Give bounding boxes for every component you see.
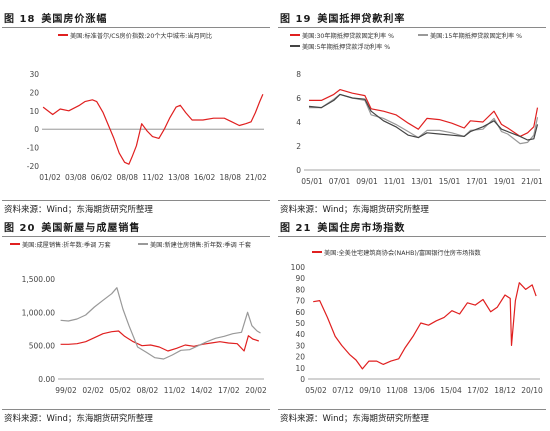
y-tick-label: 6 (296, 94, 301, 103)
x-tick-label: 11/02 (164, 386, 186, 395)
series-line-0 (42, 93, 264, 165)
source-note: 资料来源：Wind；东海期货研究所整理 (280, 414, 429, 424)
y-tick-label: 30 (295, 341, 305, 350)
y-tick-label: 4 (296, 118, 301, 127)
x-tick-label: 08/02 (137, 386, 159, 395)
x-tick-label: 20/10 (521, 386, 543, 395)
y-tick-label: -10 (27, 144, 39, 153)
x-tick-label: 13/08 (168, 173, 190, 182)
source-note: 资料来源：Wind；东海期货研究所整理 (4, 205, 153, 215)
x-tick-label: 07/12 (332, 386, 354, 395)
y-tick-label: 1,500.00 (22, 275, 56, 284)
y-tick-label: 70 (295, 297, 305, 306)
y-tick-label: 2 (296, 142, 301, 151)
x-tick-label: 19/01 (494, 177, 516, 186)
y-tick-label: 20 (295, 353, 305, 362)
title-rule (2, 27, 270, 28)
y-tick-label: 1,000.00 (22, 308, 56, 317)
source-note: 资料来源：Wind；东海期货研究所整理 (280, 205, 429, 215)
y-tick-label: 40 (295, 330, 305, 339)
y-tick-label: 500.00 (29, 342, 55, 351)
x-tick-label: 20/02 (245, 386, 267, 395)
y-tick-label: 8 (296, 70, 301, 79)
x-tick-label: 15/01 (439, 177, 461, 186)
series-line-0 (309, 88, 539, 138)
legend-label: 美国:全美住宅建筑商协会(NAHB)/富国银行住房市场指数 (324, 249, 482, 257)
source-rule (278, 409, 546, 410)
chart-panel-housing-index: 图 21 美国住房市场指数 0 10 20 30 40 50 60 70 80 90 100 05/02… (278, 219, 548, 431)
x-tick-label: 02/02 (82, 386, 104, 395)
x-tick-label: 16/02 (194, 173, 216, 182)
x-tick-label: 11/02 (142, 173, 164, 182)
x-tick-label: 11/01 (384, 177, 406, 186)
y-tick-label: 20 (29, 88, 39, 97)
x-tick-label: 05/02 (305, 386, 327, 395)
title-rule (278, 236, 546, 237)
y-tick-label: 10 (29, 107, 39, 116)
legend-label: 美国:标准普尔/CS房价指数:20个大中城市:当月同比 (70, 32, 212, 40)
x-tick-label: 14/02 (191, 386, 213, 395)
x-tick-label: 17/02 (467, 386, 489, 395)
x-tick-label: 05/01 (301, 177, 323, 186)
series-line-0 (313, 282, 537, 370)
source-note: 资料来源：Wind；东海期货研究所整理 (4, 414, 153, 424)
x-tick-label: 15/04 (440, 386, 462, 395)
x-tick-label: 07/01 (329, 177, 351, 186)
title-rule (278, 27, 546, 28)
chart-title: 图 21 美国住房市场指数 (280, 223, 406, 234)
x-tick-label: 21/01 (521, 177, 543, 186)
series-line-2 (308, 93, 539, 141)
y-tick-label: 100 (291, 263, 306, 272)
legend-label: 美国:成屋销售:折年数:季调 万套 (22, 241, 111, 249)
x-tick-label: 06/02 (91, 173, 113, 182)
x-tick-label: 13/01 (411, 177, 433, 186)
y-tick-label: 0 (34, 125, 39, 134)
chart-panel-mortgage-rate: 图 19 美国抵押贷款利率 0 2 4 6 8 05/01 07/01 09/01 11/01 13… (278, 10, 548, 222)
x-tick-label: 01/02 (39, 173, 61, 182)
x-tick-label: 21/02 (245, 173, 267, 182)
x-tick-label: 18/08 (219, 173, 241, 182)
title-rule (2, 236, 270, 237)
x-tick-label: 99/02 (55, 386, 77, 395)
legend-label: 美国:30年期抵押贷款固定利率 % (302, 32, 394, 40)
chart-title: 图 18 美国房价涨幅 (4, 14, 108, 25)
y-tick-label: 0.00 (38, 375, 55, 384)
series-line-0 (60, 330, 259, 352)
x-tick-label: 13/06 (413, 386, 435, 395)
legend-label: 美国:15年期抵押贷款固定利率 % (430, 32, 522, 40)
source-rule (2, 409, 270, 410)
y-tick-label: -20 (27, 162, 39, 171)
y-tick-label: 60 (295, 308, 305, 317)
x-tick-label: 03/08 (65, 173, 87, 182)
y-tick-label: 0 (300, 375, 305, 384)
y-tick-label: 0 (296, 166, 301, 175)
y-tick-label: 30 (29, 70, 39, 79)
x-tick-label: 09/10 (359, 386, 381, 395)
chart-panel-home-sales: 图 20 美国新屋与成屋销售 0.00 500.00 1,000.00 1,500.00… (2, 219, 272, 431)
chart-panel-house-price: 图 18 美国房价涨幅 -20 -10 0 10 20 30 01/02 03/08 06/02 0… (2, 10, 272, 222)
series-line-1 (60, 287, 261, 360)
legend-label: 美国:5年期抵押贷款浮动利率 % (302, 43, 390, 51)
source-rule (278, 200, 546, 201)
legend-label: 美国:新建住房销售:折年数:季调 千套 (150, 241, 251, 249)
housing-index-chart: 0 10 20 30 40 50 60 70 80 90 100 05/02 07/12 09/10 11/… (291, 249, 543, 395)
x-tick-label: 17/01 (466, 177, 488, 186)
source-rule (2, 200, 270, 201)
y-tick-label: 90 (295, 274, 305, 283)
x-tick-label: 17/02 (218, 386, 240, 395)
x-tick-label: 18/12 (494, 386, 516, 395)
y-tick-label: 80 (295, 285, 305, 294)
y-tick-label: 10 (295, 364, 305, 373)
x-tick-label: 05/02 (109, 386, 131, 395)
home-sales-chart: 0.00 500.00 1,000.00 1,500.00 99/02 02/02 05/0… (10, 241, 267, 395)
series-line-1 (309, 93, 539, 145)
x-tick-label: 11/08 (386, 386, 408, 395)
chart-title: 图 20 美国新屋与成屋销售 (4, 223, 141, 234)
x-tick-label: 08/08 (116, 173, 138, 182)
y-tick-label: 50 (295, 319, 305, 328)
chart-title: 图 19 美国抵押贷款利率 (280, 14, 406, 25)
house-price-chart: -20 -10 0 10 20 30 01/02 03/08 06/02 08/08 11/02 13… (27, 32, 267, 182)
x-tick-label: 09/01 (356, 177, 378, 186)
mortgage-rate-chart: 0 2 4 6 8 05/01 07/01 09/01 11/01 13/01 15/01 17/01… (290, 32, 543, 186)
